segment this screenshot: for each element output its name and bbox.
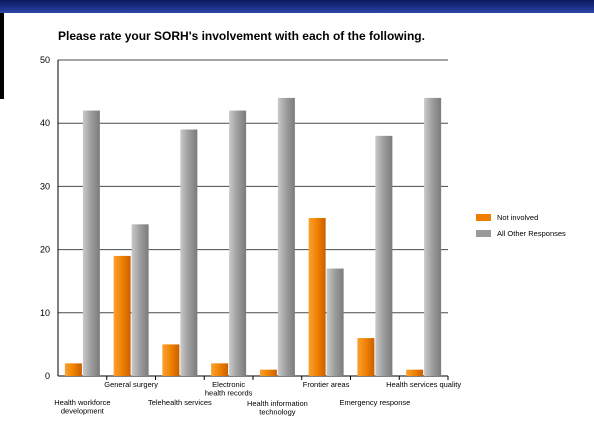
legend-label-all-other-responses: All Other Responses <box>497 228 566 238</box>
y-tick-label: 20 <box>40 245 50 255</box>
chart-legend: Not involved All Other Responses <box>476 209 566 241</box>
legend-swatch-not-involved <box>476 213 491 221</box>
x-tick-label: Frontier areas <box>303 380 350 389</box>
y-tick-label: 40 <box>40 118 50 128</box>
y-tick-label: 30 <box>40 181 50 191</box>
x-tick-label: Health information technology <box>247 399 308 417</box>
x-tick-label: Health workforce development <box>54 398 110 416</box>
x-tick-label: Emergency response <box>339 398 410 407</box>
slide-header-bar <box>0 0 594 13</box>
bar-all-other-responses <box>375 135 393 376</box>
bar-all-other-responses <box>277 97 295 377</box>
bar-not-involved <box>64 363 82 376</box>
bars <box>64 97 442 377</box>
legend-swatch-all-other-responses <box>476 229 491 237</box>
x-tick-label: General surgery <box>104 380 158 389</box>
legend-item-all-other-responses: All Other Responses <box>476 225 566 241</box>
y-tick-label: 50 <box>40 55 50 65</box>
bar-not-involved <box>308 218 326 376</box>
bar-not-involved <box>406 369 424 376</box>
legend-item-not-involved: Not involved <box>476 209 566 225</box>
legend-label-not-involved: Not involved <box>497 212 539 222</box>
bar-not-involved <box>211 363 229 376</box>
x-tick-label: Telehealth services <box>148 398 212 407</box>
x-tick-label: Electronic health records <box>205 380 253 398</box>
bar-all-other-responses <box>131 224 149 376</box>
bar-all-other-responses <box>180 129 198 376</box>
y-tick-label: 10 <box>40 308 50 318</box>
bar-not-involved <box>113 255 131 376</box>
bar-all-other-responses <box>326 268 344 376</box>
x-tick-label: Health services quality <box>386 380 461 389</box>
slide-left-edge <box>0 13 4 99</box>
chart-title: Please rate your SORH's involvement with… <box>58 29 425 43</box>
bar-not-involved <box>357 338 375 376</box>
bar-not-involved <box>162 344 180 376</box>
y-tick-label: 0 <box>45 371 50 381</box>
bar-not-involved <box>259 369 277 376</box>
bar-all-other-responses <box>82 110 100 376</box>
bar-all-other-responses <box>229 110 247 376</box>
bar-all-other-responses <box>424 97 442 377</box>
tick-labels: 0 10 20 30 40 50 Health workforce development Ge… <box>40 55 461 417</box>
